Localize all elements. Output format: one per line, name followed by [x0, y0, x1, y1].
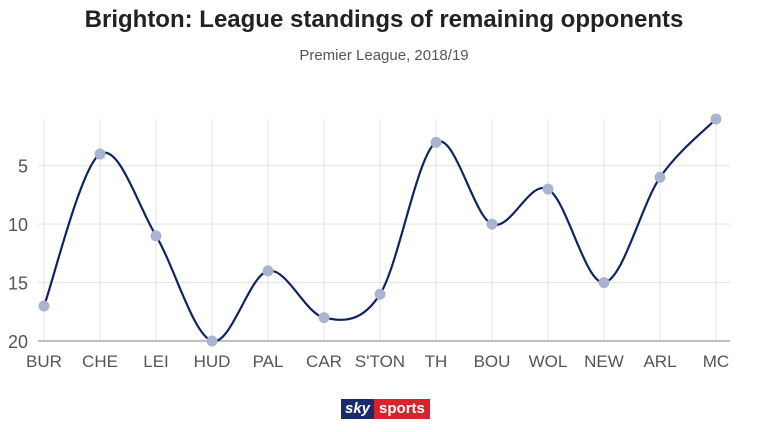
grid-lines: [38, 119, 730, 342]
data-point-th: [430, 136, 442, 148]
data-point-arl: [654, 171, 666, 183]
data-point-new: [598, 277, 610, 289]
data-point-wol: [542, 183, 554, 195]
data-points: [38, 113, 722, 347]
data-point-mc: [710, 113, 722, 125]
y-tick-label: 15: [8, 274, 28, 294]
y-axis-tick-labels: 5 10 15 20: [8, 157, 28, 352]
sky-sports-logo: sky sports: [341, 399, 430, 419]
x-tick-label: NEW: [584, 352, 624, 371]
x-axis-tick-labels: BUR CHE LEI HUD PAL CAR S'TON TH BOU WOL NEW ARL MC: [26, 352, 729, 371]
x-tick-label: LEI: [143, 352, 169, 371]
x-tick-label: HUD: [194, 352, 231, 371]
x-tick-label: BUR: [26, 352, 62, 371]
data-point-lei: [150, 230, 162, 242]
logo-sports: sports: [374, 399, 430, 419]
x-tick-label: MC: [703, 352, 729, 371]
x-tick-label: S'TON: [355, 352, 405, 371]
data-point-bur: [38, 300, 50, 312]
data-point-ston: [374, 288, 386, 300]
logo-sky: sky: [341, 399, 375, 419]
data-point-car: [318, 312, 330, 324]
x-tick-label: ARL: [643, 352, 676, 371]
y-tick-label: 10: [8, 215, 28, 235]
data-point-pal: [262, 265, 274, 277]
x-tick-label: CHE: [82, 352, 118, 371]
chart-subtitle: Premier League, 2018/19: [299, 47, 469, 64]
x-tick-label: WOL: [529, 352, 568, 371]
x-tick-label: PAL: [253, 352, 284, 371]
data-point-che: [94, 148, 106, 160]
x-tick-label: TH: [425, 352, 448, 371]
x-tick-label: BOU: [474, 352, 511, 371]
y-tick-label: 20: [8, 332, 28, 352]
x-tick-label: CAR: [306, 352, 342, 371]
data-point-bou: [486, 218, 498, 230]
chart-title: Brighton: League standings of remaining …: [84, 6, 684, 33]
y-tick-label: 5: [18, 157, 28, 177]
data-point-hud: [206, 335, 218, 347]
